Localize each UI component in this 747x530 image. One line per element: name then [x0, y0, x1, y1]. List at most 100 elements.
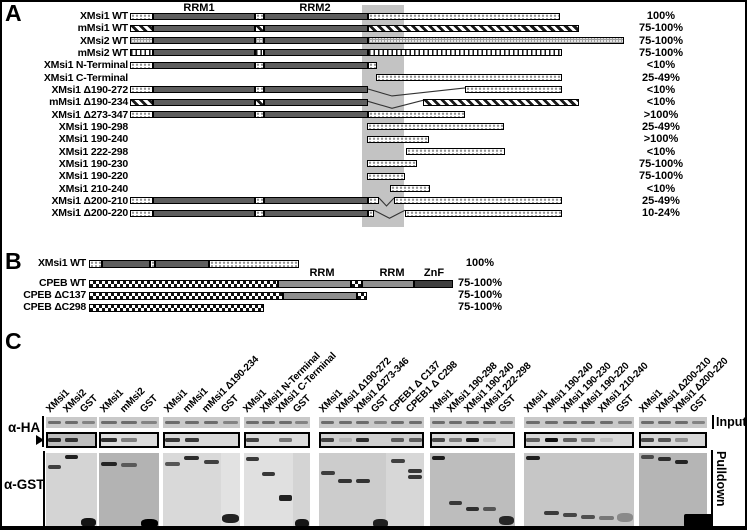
- domain-segment: [368, 49, 562, 57]
- gst-blot: [524, 453, 634, 526]
- binding-percentage: >100%: [643, 108, 679, 121]
- binding-percentage: 75-100%: [638, 22, 684, 35]
- gst-band: [338, 478, 353, 484]
- binding-percentage: <10%: [646, 182, 676, 195]
- binding-percentage: 75-100%: [457, 301, 503, 313]
- gst-band: [482, 506, 497, 512]
- gst-band: [599, 515, 614, 521]
- domain-segment: [153, 111, 255, 119]
- domain-segment: [351, 280, 362, 288]
- pulldown-band: [675, 438, 688, 442]
- domain-segment: [130, 197, 153, 205]
- gst-band: [581, 514, 596, 520]
- domain-segment: [130, 86, 153, 94]
- gst-band: [262, 471, 276, 477]
- gst-band: [278, 495, 292, 501]
- pulldown-blot-box: [99, 432, 159, 448]
- input-band: [203, 421, 219, 424]
- domain-segment: [130, 49, 153, 57]
- binding-percentage: <10%: [646, 59, 676, 72]
- panel-a-label: A: [5, 0, 22, 26]
- input-band: [278, 421, 292, 424]
- pulldown-band: [641, 438, 654, 442]
- construct-label: XMsi1 Δ273-347: [51, 108, 128, 121]
- binding-percentage: 75-100%: [457, 289, 503, 301]
- domain-segment: [264, 37, 368, 45]
- gst-band: [431, 455, 446, 461]
- input-band: [295, 421, 308, 424]
- construct-label: CPEB ΔC298: [23, 301, 86, 313]
- domain-segment: [89, 292, 283, 300]
- gst-band: [465, 506, 480, 512]
- domain-segment: [150, 260, 155, 268]
- input-band: [338, 421, 352, 424]
- input-band: [500, 421, 513, 424]
- construct-label: CPEB ΔC137: [23, 289, 86, 301]
- input-band: [356, 421, 370, 424]
- domain-segment: [130, 24, 153, 32]
- construct-label: XMsi1 Δ190-272: [51, 83, 128, 96]
- input-band: [101, 421, 117, 424]
- gst-band: [165, 461, 181, 467]
- pulldown-band: [184, 438, 200, 442]
- domain-segment: [376, 74, 562, 82]
- input-band: [165, 421, 180, 424]
- gst-band: [448, 500, 463, 506]
- pulldown-band: [391, 438, 405, 442]
- gst-band: [657, 456, 672, 462]
- pulldown-blot-box: [639, 432, 707, 448]
- domain-segment: [255, 49, 264, 57]
- construct-label: XMsi1 Δ200-220: [51, 207, 128, 220]
- gst-band: [245, 456, 259, 462]
- input-band: [617, 421, 632, 424]
- gst-lane-strip: [386, 453, 424, 526]
- input-bracket: [712, 415, 714, 429]
- domain-segment: [89, 280, 278, 288]
- domain-segment: [264, 61, 368, 69]
- domain-segment: [255, 12, 264, 20]
- pulldown-band: [483, 438, 496, 442]
- pulldown-band: [562, 438, 577, 442]
- domain-segment: [368, 209, 374, 217]
- panel-b-label: B: [5, 248, 22, 274]
- ha-band-arrowhead-icon: [36, 435, 44, 445]
- binding-percentage: 75-100%: [457, 277, 503, 289]
- gst-band: [640, 454, 655, 460]
- pulldown-band: [278, 438, 292, 442]
- domain-segment: [357, 292, 367, 300]
- construct-label: mMsi2 WT: [77, 46, 129, 59]
- construct-label: XMsi1 190-230: [58, 157, 128, 170]
- input-band: [184, 421, 200, 424]
- input-blot-strip: [524, 417, 634, 428]
- alpha-gst-bracket: [43, 451, 45, 526]
- gst-band: [355, 478, 370, 484]
- pulldown-band: [408, 438, 422, 442]
- input-band: [121, 421, 137, 424]
- rrm2-domain-label: RRM2: [299, 2, 331, 14]
- gst-band: [499, 515, 514, 525]
- domain-segment: [367, 123, 504, 131]
- domain-segment: [209, 260, 299, 268]
- pulldown-band: [356, 438, 370, 442]
- construct-label: XMsi1 WT: [38, 257, 86, 269]
- construct-label: XMsi1 222-298: [58, 145, 128, 158]
- pulldown-band: [48, 438, 61, 442]
- input-band: [562, 421, 577, 424]
- pulldown-band: [121, 438, 137, 442]
- domain-segment: [368, 37, 624, 45]
- domain-segment: [153, 98, 255, 106]
- domain-segment: [255, 98, 264, 106]
- domain-segment: [278, 280, 351, 288]
- domain-segment: [102, 260, 150, 268]
- input-band: [526, 421, 541, 424]
- domain-segment: [255, 111, 264, 119]
- binding-percentage: 100%: [465, 257, 495, 269]
- pulldown-band: [449, 438, 462, 442]
- pulldown-blot-box: [244, 432, 310, 448]
- domain-segment: [255, 86, 264, 94]
- domain-segment: [264, 197, 368, 205]
- gst-band: [47, 464, 62, 470]
- gst-band: [526, 455, 541, 461]
- domain-segment: [414, 280, 453, 288]
